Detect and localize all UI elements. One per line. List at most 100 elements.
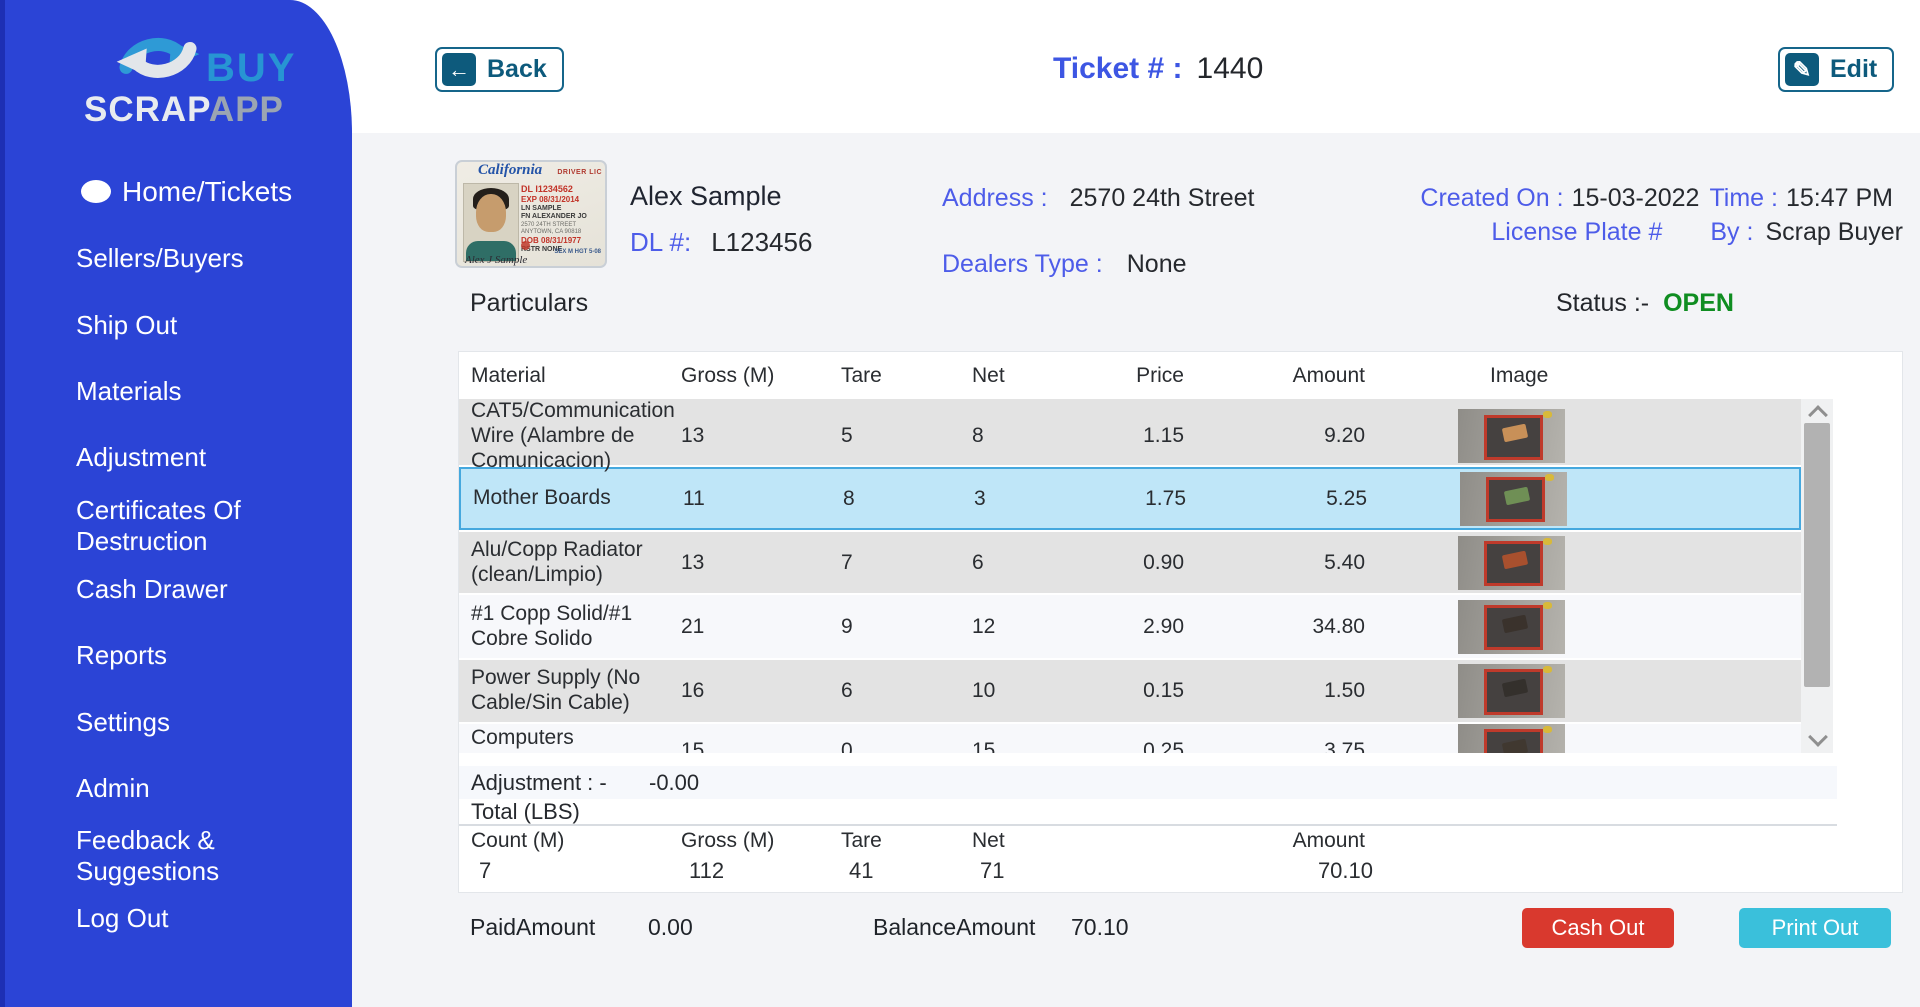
address-label: Address : [942,184,1048,212]
material-photo[interactable] [1460,471,1567,526]
particulars-panel: Material Gross (M) Tare Net Price Amount… [458,351,1903,893]
logo-text-scrap: SCRAP [84,90,209,129]
total-lbs-row: Total (LBS) [459,799,1837,826]
table-row[interactable]: Power Supply (No Cable/Sin Cable) 16 6 1… [459,660,1801,722]
pencil-icon: ✎ [1792,56,1812,82]
total-lbs-label: Total (LBS) [471,798,580,824]
table-row-selected[interactable]: Mother Boards 11 8 3 1.75 5.25 [459,467,1801,530]
swap-arrows-icon [116,37,200,78]
table-body: CAT5/Communication Wire (Alambre de Comu… [459,399,1801,753]
sidebar-item-certificates[interactable]: Certificates Of Destruction [76,495,241,556]
totals-values-row: 7 112 41 71 70.10 [459,854,1801,887]
adjustment-label: Adjustment : - [471,769,607,795]
material-photo[interactable] [1458,599,1565,654]
address-value: 2570 24th Street [1069,184,1255,212]
license-exp: EXP 08/31/2014 [521,194,580,204]
sidebar-edge-accent [0,0,5,1007]
created-on-value: 15-03-2022 [1571,184,1700,212]
print-out-button[interactable]: Print Out [1739,908,1891,948]
table-row[interactable]: Alu/Copp Radiator (clean/Limpio) 13 7 6 … [459,532,1801,593]
back-button-label: Back [487,55,547,83]
license-fn: FN ALEXANDER JO [521,213,587,221]
sidebar-menu: Home/Tickets Sellers/Buyers Ship Out Mat… [0,133,352,1007]
col-header-image: Image [1490,363,1549,387]
table-scrollbar[interactable] [1801,399,1833,753]
totals-count-value: 7 [479,857,492,883]
particulars-label: Particulars [470,289,589,317]
sidebar-item-ship-out[interactable]: Ship Out [76,310,178,340]
sidebar-item-home-tickets[interactable]: Home/Tickets [81,176,321,207]
license-state: California [478,162,543,178]
dl-number: L123456 [711,227,813,257]
active-indicator-icon [81,180,111,203]
page-title: Ticket # : 1440 [1053,52,1263,86]
balance-amount-label: BalanceAmount [873,914,1036,940]
edit-button-label: Edit [1830,55,1878,83]
scrollbar-thumb[interactable] [1804,423,1830,687]
scroll-down-icon[interactable] [1808,727,1828,747]
license-addr1: 2570 24TH STREET [521,221,577,228]
ticket-number-value: 1440 [1196,52,1264,85]
col-header-net: Net [972,363,1005,387]
license-dl: DL I1234562 [521,184,573,194]
dl-label: DL #: [630,227,692,257]
time-label: Time : [1709,184,1778,212]
totals-col-count: Count (M) [471,829,565,852]
app-logo: BUY SCRAPAPP [0,16,352,129]
totals-col-tare: Tare [841,829,882,852]
sidebar-item-cash-drawer[interactable]: Cash Drawer [76,574,228,604]
totals-gross-value: 112 [689,857,725,883]
col-header-tare: Tare [841,363,882,387]
license-doc-type: DRIVER LIC [557,169,602,176]
license-portrait-photo [463,183,519,262]
sidebar-item-feedback[interactable]: Feedback & Suggestions [76,825,220,886]
table-row[interactable]: CAT5/Communication Wire (Alambre de Comu… [459,399,1801,472]
totals-net-value: 71 [980,857,1005,883]
license-addr2: ANYTOWN, CA 90818 [521,229,582,236]
adjustment-value: -0.00 [649,769,700,795]
sidebar-item-materials[interactable]: Materials [76,376,182,406]
edit-button[interactable]: ✎ Edit [1778,47,1895,92]
license-plate-label: License Plate # [1491,218,1663,246]
table-row[interactable]: Computers (Complete) 15 0 15 0.25 3.75 [459,724,1801,753]
license-hgt: HGT 5-08 [574,249,601,256]
table-row[interactable]: #1 Copp Solid/#1 Cobre Solido 21 9 12 2.… [459,595,1801,658]
balance-amount-value: 70.10 [1071,914,1129,940]
material-photo[interactable] [1458,535,1565,590]
arrow-left-icon: ← [448,56,470,82]
col-header-material: Material [471,363,546,387]
dealers-type-value: None [1126,250,1187,278]
license-seal-icon [521,241,530,250]
scroll-up-icon[interactable] [1808,405,1828,425]
status-badge: OPEN [1663,289,1734,317]
sidebar-item-sellers-buyers[interactable]: Sellers/Buyers [76,243,244,273]
sidebar-item-log-out[interactable]: Log Out [76,903,169,933]
material-photo[interactable] [1458,409,1565,464]
ticket-number-label: Ticket # : [1053,52,1183,85]
sidebar-item-adjustment[interactable]: Adjustment [76,442,207,472]
by-label: By : [1710,218,1754,246]
col-header-gross: Gross (M) [681,363,775,387]
sidebar-item-reports[interactable]: Reports [76,640,168,670]
totals-tare-value: 41 [849,857,874,883]
paid-amount-value: 0.00 [648,914,693,940]
time-value: 15:47 PM [1785,184,1893,212]
license-rstr: RSTR NONE [521,246,563,254]
logo-text-app: APP [208,90,284,129]
table-header-row: Material Gross (M) Tare Net Price Amount… [459,352,1801,399]
sidebar-item-settings[interactable]: Settings [76,707,170,737]
totals-col-amount: Amount [1292,829,1365,852]
material-photo[interactable] [1458,664,1565,718]
totals-col-net: Net [972,829,1005,852]
created-on-label: Created On : [1420,184,1564,212]
dealers-type-label: Dealers Type : [942,250,1103,278]
sidebar-item-admin[interactable]: Admin [76,773,150,803]
logo-text-buy: BUY [206,46,297,90]
material-photo[interactable] [1458,724,1565,753]
license-signature: Alex J Sample [465,254,528,266]
cash-out-button[interactable]: Cash Out [1522,908,1674,948]
back-button[interactable]: ← Back [435,47,564,92]
totals-amount-value: 70.10 [1317,857,1373,883]
totals-col-gross: Gross (M) [681,829,775,852]
adjustment-row: Adjustment : - -0.00 [459,766,1837,799]
